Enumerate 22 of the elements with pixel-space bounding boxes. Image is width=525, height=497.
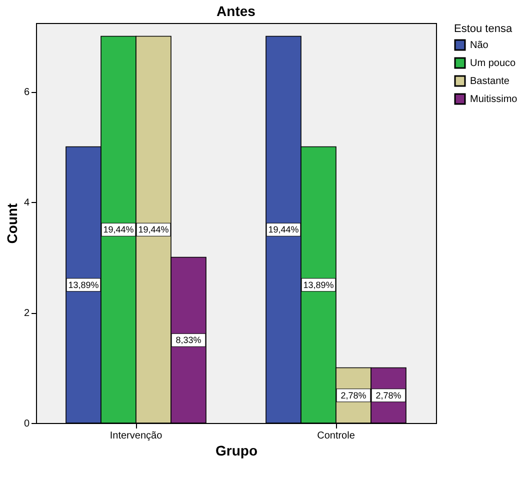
legend-label: Muitissimo [470,94,518,105]
annotation: 19,44% [103,224,134,235]
annotation: 19,44% [138,224,169,235]
annotation: 8,33% [176,335,202,346]
y-tick-label: 2 [24,308,30,320]
y-axis-title: Count [4,202,20,244]
legend-title: Estou tensa [454,23,513,35]
chart-title: Antes [216,3,256,19]
y-tick-label: 0 [24,418,30,430]
x-tick-label: Controle [317,430,356,442]
legend-label: Um pouco [470,58,516,69]
y-tick-label: 6 [24,87,30,98]
x-tick-label: Intervenção [110,430,163,442]
legend-label: Bastante [470,76,510,87]
annotation: 2,78% [340,390,366,400]
legend-label: Não [470,40,489,51]
annotation: 19,44% [268,224,299,235]
x-axis-title: Grupo [216,442,258,458]
annotation: 13,89% [68,280,99,290]
y-tick-label: 4 [24,198,30,209]
annotation: 13,89% [303,280,334,290]
annotation: 2,78% [376,390,402,400]
